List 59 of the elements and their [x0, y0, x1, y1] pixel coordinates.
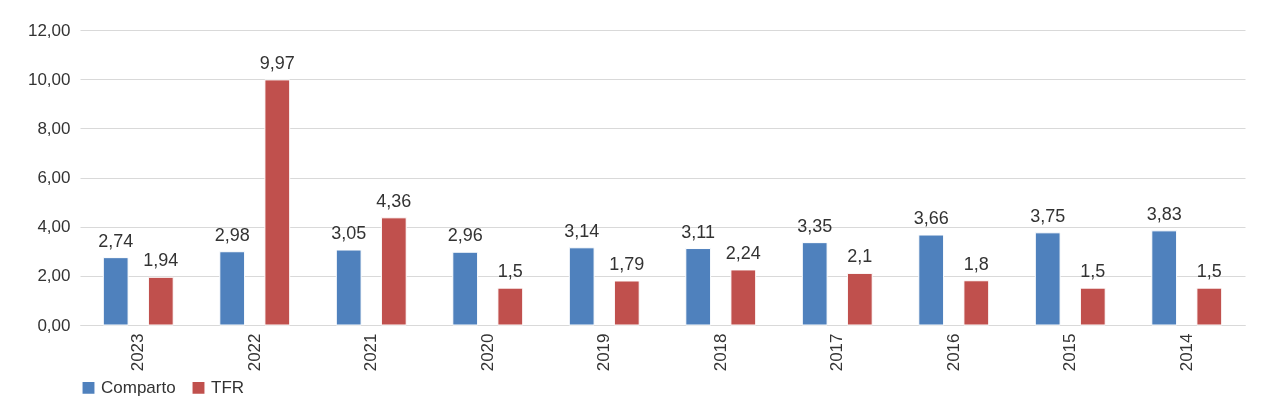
x-tick-label: 2016: [943, 333, 963, 372]
data-label: 1,8: [963, 253, 989, 274]
data-label: 1,94: [143, 250, 179, 271]
bar: [801, 242, 828, 326]
data-label: 2,1: [847, 246, 873, 267]
data-label: 1,5: [1080, 261, 1106, 282]
data-label: 3,14: [564, 220, 600, 241]
data-label: 3,11: [681, 221, 716, 242]
bar: [264, 79, 291, 326]
x-tick-label: 2017: [827, 333, 847, 372]
data-label: 2,98: [214, 224, 250, 245]
y-tick-label: 8,00: [37, 118, 71, 138]
bar: [918, 234, 945, 326]
bar: [497, 287, 524, 326]
y-tick-label: 12,00: [27, 20, 71, 40]
bar: [1079, 287, 1106, 326]
data-label: 2,96: [447, 225, 483, 246]
data-label: 1,5: [1196, 261, 1222, 282]
bar: [335, 249, 362, 326]
x-tick-label: 2022: [244, 333, 264, 372]
bar: [380, 217, 407, 326]
x-tick-label: 2020: [477, 333, 497, 372]
x-tick-label: 2014: [1176, 333, 1196, 372]
bar: [963, 280, 990, 326]
bar: [846, 272, 873, 326]
data-label: 3,66: [913, 208, 949, 229]
x-tick-label: 2019: [594, 333, 614, 372]
x-tick-label: 2023: [128, 333, 148, 372]
legend-label: Comparto: [101, 377, 176, 397]
bar: [102, 257, 129, 326]
bar: [1196, 287, 1223, 326]
x-tick-label: 2018: [710, 333, 730, 372]
bar: [1034, 232, 1061, 326]
y-tick-label: 0,00: [37, 315, 71, 335]
y-tick-label: 4,00: [37, 217, 71, 237]
data-label: 9,97: [259, 52, 295, 73]
bar: [685, 248, 712, 326]
bar: [147, 276, 174, 326]
bar: [1151, 230, 1178, 326]
bar: [219, 251, 246, 326]
bar: [452, 251, 479, 326]
data-label: 4,36: [376, 190, 412, 211]
data-label: 3,83: [1146, 203, 1182, 224]
data-label: 3,75: [1030, 205, 1066, 226]
bar: [613, 280, 640, 326]
y-tick-label: 6,00: [37, 168, 71, 187]
y-tick-label: 10,00: [27, 69, 71, 89]
legend-label: TFR: [211, 377, 245, 397]
data-label: 1,79: [609, 254, 645, 274]
data-label: 3,35: [797, 215, 833, 236]
data-label: 1,5: [497, 261, 523, 282]
x-tick-label: 2015: [1060, 333, 1080, 372]
x-tick-label: 2021: [361, 333, 381, 372]
bar: [730, 269, 757, 326]
data-label: 2,24: [725, 242, 761, 263]
data-label: 3,05: [331, 223, 367, 244]
y-tick-label: 2,00: [37, 266, 71, 286]
bar: [568, 247, 595, 326]
data-label: 2,74: [98, 230, 134, 251]
